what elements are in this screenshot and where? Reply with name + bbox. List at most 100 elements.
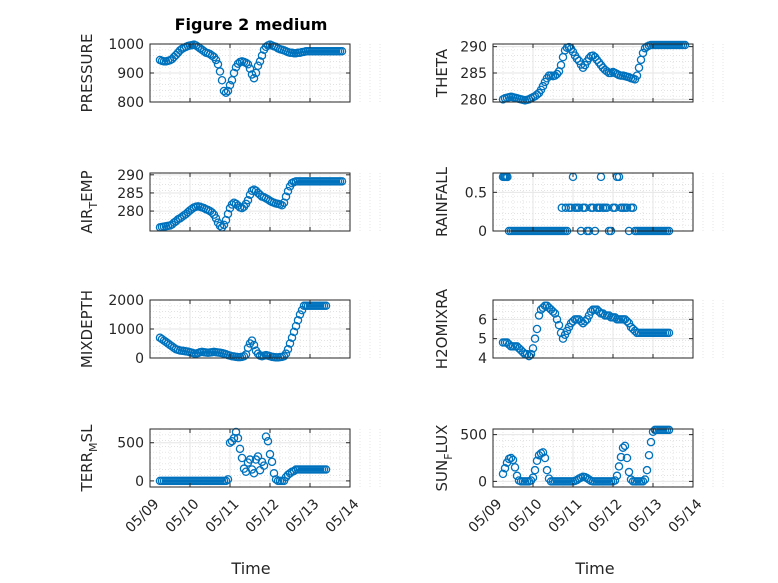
data-point <box>530 465 540 475</box>
data-point <box>538 81 548 91</box>
data-point <box>281 192 291 201</box>
y-axis-label: AIRTEMP <box>78 170 100 233</box>
x-tick-label: 05/11 <box>546 496 586 536</box>
y-tick-label: 800 <box>117 95 144 111</box>
x-axis-label-left: Time <box>230 559 270 578</box>
data-point <box>253 61 263 71</box>
data-point <box>267 457 277 467</box>
data-point <box>556 60 566 70</box>
x-tick-label: 05/09 <box>466 496 506 536</box>
axes-frame <box>149 428 351 488</box>
x-tick-label: 05/12 <box>243 496 283 536</box>
data-point <box>578 63 588 72</box>
data-point <box>263 436 273 446</box>
data-point <box>245 190 255 199</box>
data-point <box>504 340 514 349</box>
data-point <box>534 311 544 320</box>
data-point <box>277 201 287 210</box>
data-point <box>550 309 560 318</box>
data-point <box>548 307 558 316</box>
data-point <box>289 466 299 476</box>
data-point <box>261 432 271 441</box>
data-point <box>592 55 602 65</box>
y-tick-label: 0 <box>478 474 487 490</box>
x-tick-label: 05/09 <box>123 496 163 536</box>
data-point <box>253 452 263 461</box>
data-point <box>500 464 510 473</box>
data-point <box>542 465 552 475</box>
data-point <box>225 80 235 90</box>
data-point <box>620 441 630 451</box>
data-point <box>552 69 562 79</box>
data-point <box>283 186 293 196</box>
data-point <box>628 203 638 213</box>
subplot-h2omixra: 4 5 6 H2OMIXRA <box>433 288 724 369</box>
data-point <box>221 88 231 97</box>
data-point <box>561 203 571 213</box>
data-point <box>293 316 303 325</box>
data-point <box>211 214 221 223</box>
data-point <box>530 334 540 343</box>
y-axis-label: MIXDEPTH <box>78 290 96 368</box>
y-axis-label: THETA <box>433 48 451 98</box>
y-tick-label: 0 <box>478 224 487 240</box>
data-point <box>616 452 626 462</box>
data-point <box>602 67 612 76</box>
y-tick-label: 0 <box>135 474 144 490</box>
data-point <box>506 453 516 463</box>
data-point <box>552 315 562 324</box>
subplot-theta: 280 285 290 THETA <box>433 40 724 108</box>
data-point <box>243 195 253 205</box>
y-tick-label: 0.5 <box>465 185 487 201</box>
y-tick-label: 285 <box>460 66 487 82</box>
data-point <box>538 448 548 457</box>
data-point <box>321 301 331 311</box>
x-axis-label-right: Time <box>574 559 614 578</box>
y-tick-label: 500 <box>460 428 487 444</box>
data-point <box>556 328 566 338</box>
data-point <box>337 177 347 186</box>
data-point <box>321 465 331 474</box>
data-point <box>283 345 293 354</box>
data-point <box>626 475 636 484</box>
data-point <box>642 465 652 475</box>
data-point <box>215 221 225 231</box>
y-axis-label: H2OMIXRA <box>433 288 451 369</box>
data-point <box>259 461 269 470</box>
data-point <box>211 55 221 65</box>
data-point <box>215 67 225 76</box>
x-tick-label: 05/14 <box>666 496 706 536</box>
data-point <box>207 208 217 217</box>
y-tick-label: 290 <box>460 40 487 56</box>
data-point <box>245 64 255 73</box>
data-point <box>640 475 650 484</box>
y-tick-label: 0 <box>135 351 144 367</box>
data-point <box>680 40 690 50</box>
data-point <box>610 313 620 322</box>
data-point <box>295 310 305 319</box>
data-point <box>223 475 233 484</box>
y-tick-label: 280 <box>460 92 487 108</box>
data-point <box>291 321 301 331</box>
data-point <box>638 477 648 486</box>
y-tick-label: 500 <box>117 436 144 452</box>
data-point <box>594 58 604 67</box>
subplot-rainfall: 0 0.5 RAINFALL <box>433 166 724 240</box>
data-point <box>574 203 584 213</box>
data-point <box>223 86 233 96</box>
data-point <box>648 427 658 437</box>
data-point <box>237 453 247 463</box>
data-point <box>235 444 245 454</box>
data-point <box>572 54 582 64</box>
data-point <box>508 455 518 465</box>
data-point <box>255 57 265 66</box>
axes-frame <box>149 172 351 232</box>
data-point <box>227 200 237 209</box>
data-point <box>610 203 620 213</box>
subplot-grid: 800 900 1000 PRESSURE 280 285 290 THETA 280 285 29… <box>78 34 724 536</box>
data-point <box>245 455 255 464</box>
data-point <box>566 203 576 213</box>
y-axis-label: TERRMSL <box>78 424 100 493</box>
data-point <box>646 437 656 447</box>
